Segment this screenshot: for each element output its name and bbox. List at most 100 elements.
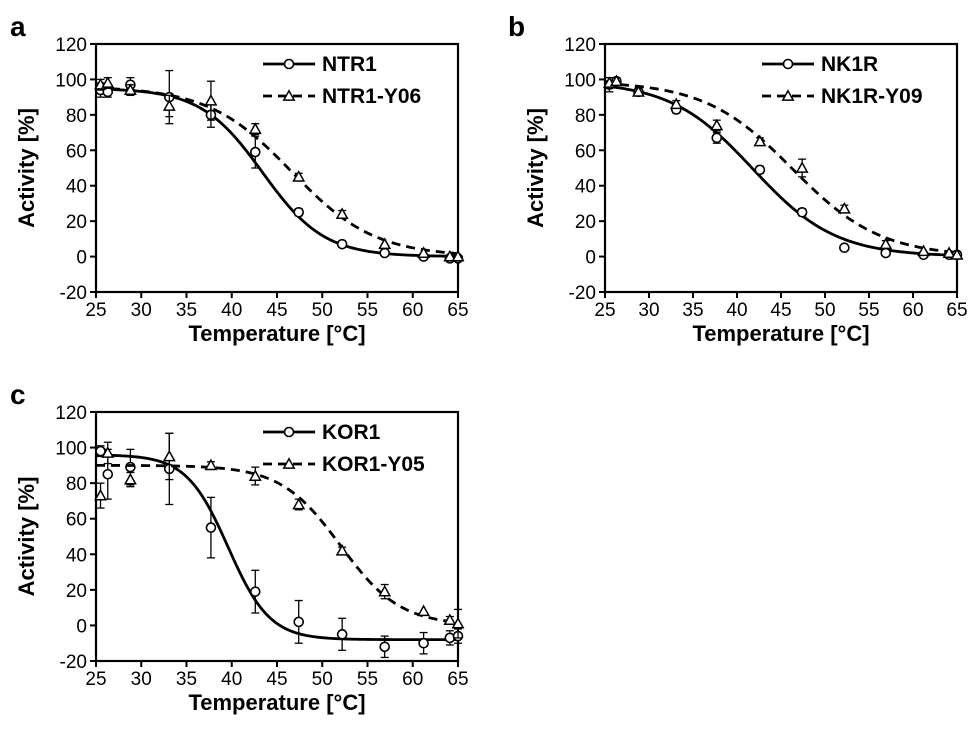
- legend-label: KOR1: [322, 421, 381, 444]
- data-point: [335, 543, 349, 556]
- data-point: [249, 146, 261, 158]
- y-tick-label: 120: [55, 35, 87, 56]
- legend-marker: [283, 426, 295, 438]
- x-tick-label: 25: [85, 300, 106, 321]
- data-point: [101, 446, 115, 458]
- y-tick-label: 100: [564, 70, 596, 91]
- data-point: [710, 118, 724, 131]
- legend-label: NTR1: [322, 53, 377, 76]
- y-tick-label: 80: [575, 106, 596, 127]
- data-point: [292, 170, 306, 182]
- legend: NTR1 NTR1-Y06: [263, 53, 421, 108]
- panel-a: a 25 30 35 40 45 50 55 60 65 -20 0 20 40 60 80 100 120 Tem…: [10, 11, 469, 346]
- x-axis-title: Temperature [°C]: [188, 321, 365, 346]
- data-point: [125, 461, 136, 473]
- x-tick-label: 30: [131, 300, 152, 321]
- data-point: [205, 522, 217, 533]
- x-tick-label: 30: [638, 300, 659, 321]
- y-tick-label: 0: [76, 616, 87, 637]
- data-point: [162, 449, 176, 462]
- data-point: [204, 93, 218, 106]
- x-tick-label: 65: [447, 300, 468, 321]
- data-point: [248, 122, 262, 134]
- x-tick-label: 40: [221, 300, 242, 321]
- x-tick-label: 60: [402, 300, 423, 321]
- data-point: [379, 641, 390, 653]
- data-point: [451, 616, 465, 629]
- data-point: [94, 488, 107, 501]
- fit-curve: [95, 86, 459, 255]
- x-tick-label: 40: [221, 669, 242, 690]
- x-tick-label: 65: [447, 669, 468, 690]
- x-tick-label: 35: [176, 669, 197, 690]
- y-tick-label: 40: [66, 177, 87, 198]
- data-point: [248, 469, 262, 481]
- data-point: [417, 604, 431, 617]
- data-point: [101, 76, 115, 88]
- data-point: [378, 584, 392, 597]
- y-tick-label: 100: [55, 439, 87, 460]
- y-tick-label: 60: [66, 141, 87, 162]
- data-point: [162, 99, 176, 111]
- y-tick-label: 0: [76, 248, 87, 269]
- x-tick-label: 55: [357, 300, 378, 321]
- data-point: [418, 637, 429, 649]
- data-point: [102, 468, 114, 480]
- data-point: [336, 629, 348, 640]
- data-point: [417, 246, 431, 258]
- legend-label: KOR1-Y05: [322, 453, 425, 476]
- legend-marker: [782, 58, 794, 70]
- series-variant: [94, 76, 465, 262]
- legend-marker: [282, 89, 296, 101]
- y-tick-label: 0: [585, 248, 596, 269]
- panel-b: b 25 30 35 40 45 50 55 60 65 -20 0 20 40 60 80 100 120 Tem…: [508, 11, 968, 346]
- fit-curve: [95, 87, 459, 258]
- legend: NK1R NK1R-Y09: [762, 53, 923, 108]
- x-tick-label: 55: [858, 300, 879, 321]
- data-point: [123, 472, 137, 485]
- data-point: [711, 132, 723, 144]
- data-point: [379, 247, 390, 259]
- panel-c: c 25 30 35 40 45 50 55 60 65 -20 0 20 40 60 80 100 120 Tem…: [10, 379, 469, 715]
- data-point: [443, 249, 457, 262]
- legend-marker: [781, 89, 795, 101]
- y-tick-label: -20: [569, 283, 596, 304]
- data-point: [917, 244, 931, 257]
- x-tick-label: 45: [266, 669, 287, 690]
- panel-letter: a: [10, 11, 26, 42]
- y-tick-label: -20: [60, 283, 87, 304]
- y-axis-title: Activity [%]: [523, 108, 548, 228]
- x-axis-title: Temperature [°C]: [692, 321, 869, 346]
- fit-curve: [95, 464, 459, 624]
- x-tick-label: 40: [726, 300, 747, 321]
- y-tick-label: 20: [66, 212, 87, 233]
- x-tick-label: 35: [176, 300, 197, 321]
- y-tick-label: 80: [66, 106, 87, 127]
- x-tick-label: 25: [594, 300, 615, 321]
- x-tick-label: 35: [682, 300, 703, 321]
- legend-marker: [283, 58, 295, 70]
- data-point: [378, 237, 392, 250]
- y-tick-label: 80: [66, 474, 87, 495]
- data-point: [293, 616, 305, 628]
- x-tick-label: 50: [312, 300, 333, 321]
- data-point: [837, 201, 851, 214]
- x-tick-label: 50: [814, 300, 835, 321]
- panel-letter: b: [508, 11, 525, 42]
- y-tick-label: 100: [55, 70, 87, 91]
- data-point: [839, 242, 850, 254]
- x-tick-label: 45: [266, 300, 287, 321]
- legend-label: NTR1-Y06: [322, 85, 421, 108]
- fit-curve: [604, 82, 958, 254]
- data-point: [293, 206, 305, 218]
- data-point: [609, 74, 623, 87]
- data-point: [753, 134, 767, 147]
- x-tick-label: 25: [85, 669, 106, 690]
- series-variant: [94, 432, 465, 639]
- data-point: [204, 458, 218, 471]
- legend-label: NK1R: [821, 53, 878, 76]
- x-tick-label: 50: [312, 669, 333, 690]
- x-tick-label: 65: [946, 300, 967, 321]
- x-tick-label: 60: [902, 300, 923, 321]
- legend: KOR1 KOR1-Y05: [263, 421, 425, 476]
